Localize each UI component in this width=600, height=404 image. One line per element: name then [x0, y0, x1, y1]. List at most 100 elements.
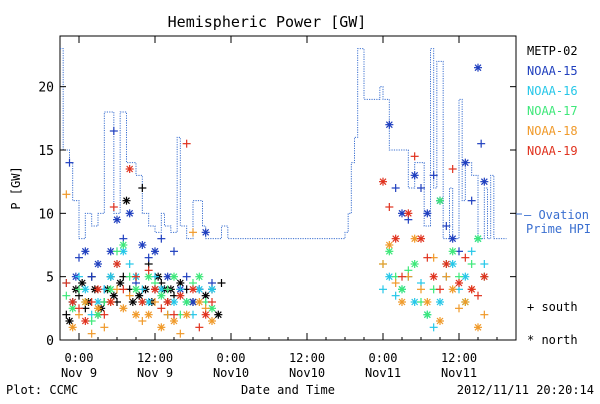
marker-stroke [145, 273, 153, 281]
data-point [100, 310, 109, 319]
data-point [417, 285, 425, 294]
data-point [109, 291, 118, 300]
marker-stroke [461, 298, 469, 306]
data-point [94, 260, 102, 268]
data-point [65, 317, 74, 325]
marker-stroke [195, 285, 203, 293]
data-point [410, 171, 419, 180]
data-point [385, 203, 394, 211]
data-point [448, 247, 457, 256]
marker-stroke [138, 298, 146, 306]
marker-stroke [455, 279, 463, 287]
data-point [442, 260, 451, 268]
data-point [119, 304, 128, 313]
marker-stroke [468, 285, 476, 293]
marker-stroke [107, 273, 115, 281]
x-tick-label-date: Nov 9 [61, 366, 97, 380]
data-point [132, 272, 140, 281]
legend-ovation-line2: Prime HPI [526, 222, 591, 236]
data-point [474, 291, 482, 300]
marker-stroke [436, 298, 444, 306]
marker-stroke [398, 298, 406, 306]
data-point [461, 253, 470, 262]
footer-timestamp: 2012/11/11 20:20:14 [457, 383, 594, 397]
data-point [448, 234, 457, 243]
legend-entry: NOAA-15 [527, 64, 578, 78]
data-point [442, 222, 451, 230]
data-point [138, 317, 147, 325]
data-point [119, 285, 128, 294]
data-point [163, 285, 172, 294]
data-point [385, 120, 394, 129]
data-point [436, 196, 444, 205]
marker-stroke [145, 311, 153, 319]
data-point [62, 310, 71, 319]
data-point [398, 285, 406, 294]
data-point [474, 323, 482, 332]
data-point [125, 291, 134, 300]
data-point [467, 260, 476, 268]
marker-stroke [474, 64, 482, 72]
data-point [455, 304, 463, 313]
marker-stroke [208, 285, 216, 293]
marker-stroke [119, 247, 127, 255]
data-point [106, 272, 115, 281]
data-point [75, 304, 83, 313]
data-point [113, 260, 121, 268]
marker-stroke [214, 311, 222, 319]
marker-stroke [176, 292, 184, 300]
data-point [391, 234, 400, 243]
data-point [391, 184, 400, 192]
x-tick-label-date: Nov11 [441, 366, 477, 380]
marker-stroke [449, 260, 457, 268]
marker-stroke [107, 298, 115, 306]
marker-stroke [164, 298, 172, 306]
x-tick-label-time: 12:00 [137, 351, 173, 365]
data-point [75, 272, 83, 281]
legend-entry: NOAA-17 [527, 104, 578, 118]
marker-stroke [436, 317, 444, 325]
marker-stroke [113, 216, 121, 224]
data-point [461, 298, 470, 306]
marker-stroke [116, 279, 124, 287]
data-point [87, 329, 96, 338]
marker-stroke [94, 304, 102, 312]
data-point [480, 177, 489, 186]
legend: METP-02 NOAA-15 NOAA-16 NOAA-17 NOAA-18 NOAA-… [516, 44, 578, 215]
marker-stroke [442, 260, 450, 268]
marker-stroke [480, 273, 488, 281]
chart-title: Hemispheric Power [GW] [168, 13, 367, 31]
marker-stroke [110, 292, 118, 300]
marker-stroke [132, 311, 140, 319]
data-point [423, 298, 432, 306]
data-point [379, 260, 387, 268]
data-point [189, 285, 197, 294]
marker-stroke [66, 317, 73, 325]
marker-stroke [189, 298, 197, 306]
data-point [151, 247, 159, 256]
data-point [379, 285, 387, 294]
marker-stroke [474, 323, 482, 331]
marker-stroke [449, 247, 457, 255]
marker-stroke [107, 247, 115, 255]
marker-stroke [449, 235, 457, 243]
data-point [144, 310, 153, 319]
marker-stroke [449, 285, 457, 293]
data-point [436, 317, 444, 325]
data-point [87, 272, 96, 281]
data-point [157, 323, 166, 332]
data-point [467, 285, 476, 294]
y-tick-label: 10 [38, 207, 54, 222]
marker-stroke [81, 298, 89, 306]
marker-stroke [69, 323, 77, 331]
data-point [436, 285, 444, 294]
footer-source: Plot: CCMC [6, 383, 78, 397]
marker-stroke [107, 285, 115, 293]
data-point [151, 285, 159, 294]
marker-stroke [411, 260, 419, 268]
data-point [417, 234, 425, 243]
marker-stroke [398, 285, 406, 293]
marker-stroke [157, 323, 165, 331]
legend-entry: NOAA-16 [527, 84, 578, 98]
